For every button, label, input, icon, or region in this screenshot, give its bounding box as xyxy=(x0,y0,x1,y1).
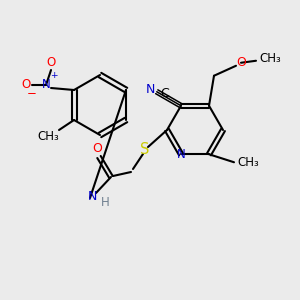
Text: O: O xyxy=(46,56,56,68)
Text: −: − xyxy=(27,86,37,100)
Text: C: C xyxy=(160,87,169,100)
Text: O: O xyxy=(92,142,102,155)
Text: CH₃: CH₃ xyxy=(237,156,259,169)
Text: S: S xyxy=(140,142,150,158)
Text: N: N xyxy=(87,190,97,202)
Text: CH₃: CH₃ xyxy=(259,52,281,65)
Text: CH₃: CH₃ xyxy=(37,130,59,142)
Text: H: H xyxy=(100,196,109,209)
Text: N: N xyxy=(146,83,155,96)
Text: N: N xyxy=(42,79,50,92)
Text: +: + xyxy=(50,71,58,80)
Text: N: N xyxy=(177,148,185,161)
Text: O: O xyxy=(21,79,31,92)
Text: O: O xyxy=(236,56,246,69)
